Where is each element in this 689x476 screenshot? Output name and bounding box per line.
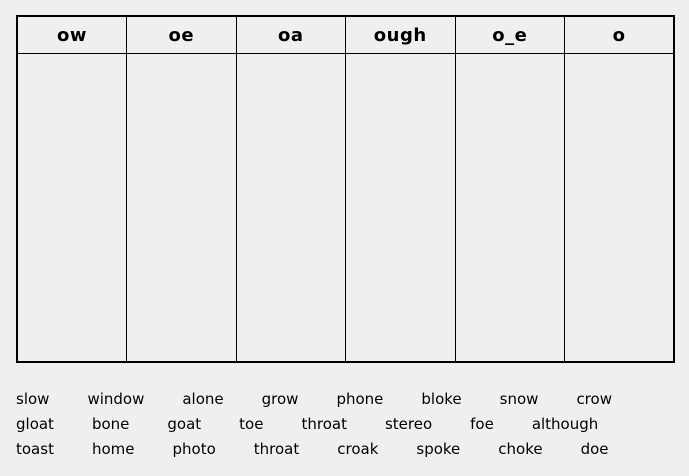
- word-bank-row-2: gloat bone goat toe throat stereo foe al…: [16, 411, 676, 436]
- column-header-ow: ow: [16, 15, 127, 54]
- word-item[interactable]: doe: [580, 439, 609, 458]
- column-header-oa: oa: [235, 15, 346, 54]
- word-bank: slow window alone grow phone bloke snow …: [16, 386, 676, 461]
- word-item[interactable]: window: [87, 389, 145, 408]
- column-header-o: o: [564, 15, 675, 54]
- word-item[interactable]: stereo: [384, 414, 433, 433]
- word-item[interactable]: bone: [91, 414, 130, 433]
- word-bank-row-3: toast home photo throat croak spoke chok…: [16, 436, 676, 461]
- word-item[interactable]: throat: [253, 439, 300, 458]
- word-item[interactable]: toe: [239, 414, 264, 433]
- word-item[interactable]: croak: [337, 439, 379, 458]
- word-item[interactable]: foe: [470, 414, 494, 433]
- table-body: [16, 53, 675, 363]
- word-item[interactable]: choke: [498, 439, 543, 458]
- word-item[interactable]: goat: [167, 414, 202, 433]
- word-item[interactable]: grow: [261, 389, 299, 408]
- word-item[interactable]: although: [531, 414, 599, 433]
- word-item[interactable]: toast: [16, 439, 54, 458]
- table-header-row: ow oe oa ough o_e o: [16, 15, 675, 54]
- word-item[interactable]: crow: [576, 389, 612, 408]
- word-item[interactable]: slow: [16, 389, 50, 408]
- column-header-o_e: o_e: [454, 15, 565, 54]
- word-bank-row-1: slow window alone grow phone bloke snow …: [16, 386, 676, 411]
- column-header-oe: oe: [126, 15, 237, 54]
- word-item[interactable]: bloke: [421, 389, 462, 408]
- sort-cell-ow[interactable]: [16, 53, 127, 363]
- word-item[interactable]: photo: [172, 439, 216, 458]
- sort-cell-o[interactable]: [564, 53, 675, 363]
- word-item[interactable]: gloat: [16, 414, 54, 433]
- sort-cell-oa[interactable]: [235, 53, 346, 363]
- word-item[interactable]: spoke: [416, 439, 461, 458]
- phoneme-sorting-table: ow oe oa ough o_e o: [16, 15, 675, 363]
- column-header-ough: ough: [345, 15, 456, 54]
- sort-cell-oe[interactable]: [126, 53, 237, 363]
- word-item[interactable]: home: [91, 439, 135, 458]
- sort-cell-ough[interactable]: [345, 53, 456, 363]
- word-item[interactable]: throat: [301, 414, 347, 433]
- word-item[interactable]: snow: [499, 389, 539, 408]
- word-item[interactable]: phone: [336, 389, 384, 408]
- word-item[interactable]: alone: [182, 389, 224, 408]
- sort-cell-o_e[interactable]: [454, 53, 565, 363]
